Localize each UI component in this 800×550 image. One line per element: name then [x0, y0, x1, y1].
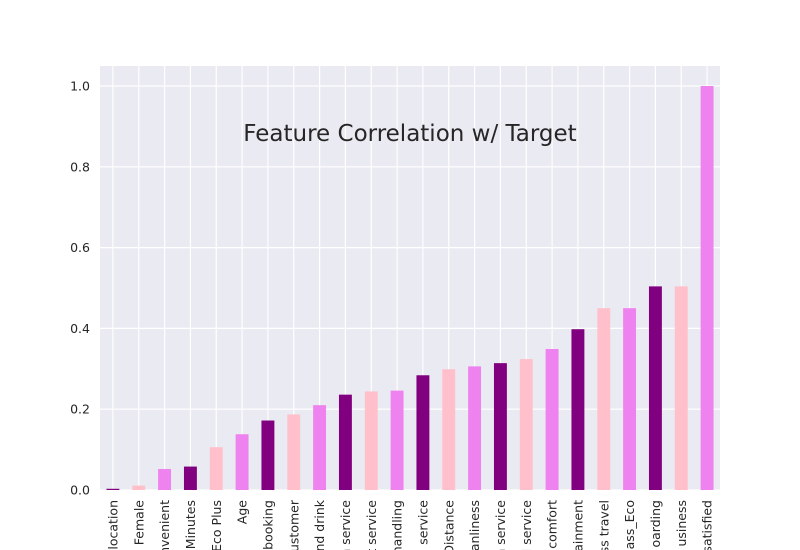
- x-tick-label: n service: [338, 500, 353, 550]
- x-tick-label: location: [105, 500, 120, 550]
- x-tick-label: n service: [493, 500, 508, 550]
- bar-14: [468, 366, 482, 490]
- bar-13: [442, 369, 456, 490]
- bar-18: [571, 329, 585, 490]
- x-tick-label: t service: [364, 500, 379, 550]
- bar-2: [158, 468, 172, 490]
- x-tick-label: Eco Plus: [209, 500, 224, 550]
- y-tick-label: 0.8: [70, 159, 90, 174]
- x-tick-label: i service: [415, 500, 430, 550]
- x-tick-label: ass_Eco: [622, 500, 637, 549]
- x-tick-label: oarding: [648, 500, 663, 548]
- bar-5: [235, 434, 249, 490]
- x-axis-ticks: location Female nvenient Minutes Eco Plus Age…: [105, 499, 714, 550]
- x-tick-label: ss travel: [596, 500, 611, 550]
- bar-3: [183, 466, 197, 490]
- bar-8: [313, 405, 327, 490]
- bar-1: [132, 485, 146, 490]
- x-tick-label: ainment: [570, 500, 585, 550]
- bar-10: [364, 391, 378, 490]
- x-tick-label: booking: [260, 500, 275, 550]
- bar-4: [209, 447, 223, 490]
- x-tick-label: Minutes: [183, 500, 198, 549]
- x-tick-label: ustomer: [286, 499, 301, 550]
- bar-7: [287, 414, 301, 490]
- bar-21: [648, 286, 662, 490]
- y-tick-label: 0.4: [70, 321, 90, 336]
- bar-11: [390, 390, 404, 490]
- bar-16: [519, 359, 533, 490]
- y-tick-label: 0.2: [70, 402, 90, 417]
- x-tick-label: Age: [235, 500, 250, 524]
- y-tick-label: 0.0: [70, 483, 90, 498]
- x-tick-label: usiness: [674, 500, 689, 547]
- x-tick-label: l service: [519, 500, 534, 550]
- bar-15: [493, 363, 507, 490]
- plot-background: [100, 66, 720, 490]
- x-tick-label: nvenient: [157, 500, 172, 550]
- y-tick-label: 0.6: [70, 240, 90, 255]
- x-tick-label: comfort: [545, 500, 560, 549]
- x-tick-label: handling: [390, 500, 405, 550]
- x-tick-label: nd drink: [312, 499, 327, 550]
- bar-12: [416, 375, 430, 490]
- bar-20: [623, 308, 637, 490]
- bar-0: [106, 488, 120, 490]
- bar-9: [338, 394, 352, 490]
- y-axis-ticks: 0.0 0.2 0.4 0.6 0.8 1.0: [70, 79, 90, 498]
- x-tick-label: anliness: [467, 500, 482, 550]
- x-tick-label: satisfied: [700, 500, 715, 550]
- bar-17: [545, 349, 559, 490]
- bars: [106, 86, 714, 490]
- x-tick-label: Distance: [441, 500, 456, 550]
- bar-19: [597, 308, 611, 490]
- y-tick-label: 1.0: [70, 79, 90, 94]
- bar-22: [674, 286, 688, 490]
- x-tick-label: Female: [131, 500, 146, 546]
- chart-title: Feature Correlation w/ Target: [243, 121, 576, 147]
- bar-6: [261, 420, 275, 490]
- bar-23: [700, 86, 714, 490]
